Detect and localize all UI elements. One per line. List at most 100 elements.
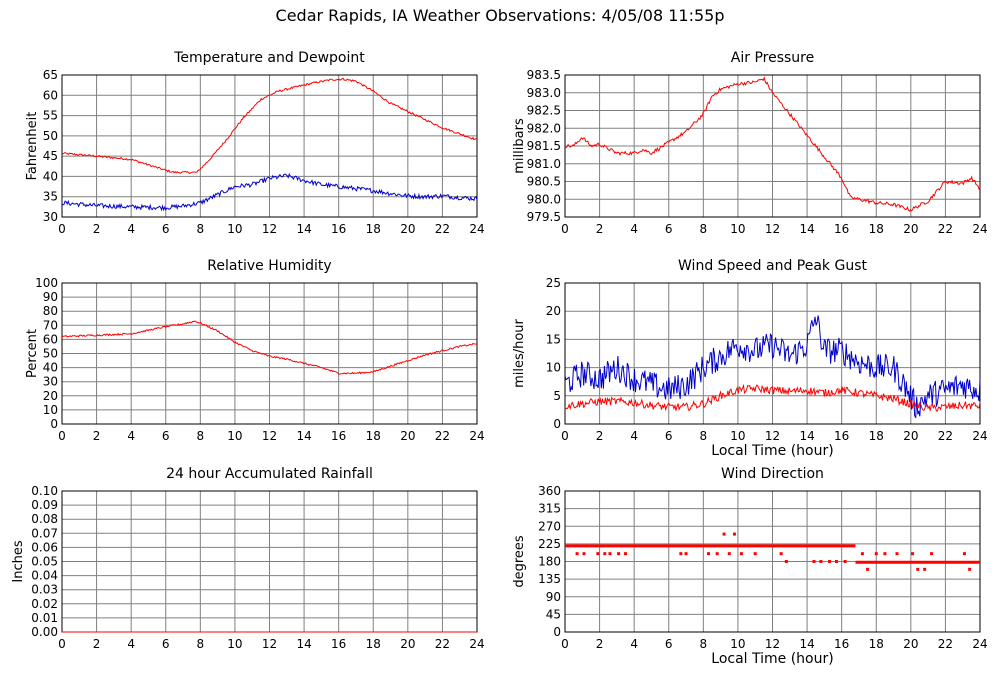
x-tick-label: 2 bbox=[93, 637, 101, 651]
data-point bbox=[911, 552, 915, 556]
x-tick-label: 16 bbox=[331, 222, 346, 236]
x-tick-label: 14 bbox=[799, 429, 814, 443]
y-tick-label: 981.0 bbox=[527, 157, 561, 171]
x-tick-label: 4 bbox=[127, 222, 135, 236]
y-tick-label: 0.06 bbox=[31, 540, 58, 554]
series-line-0 bbox=[564, 75, 981, 212]
x-tick-label: 10 bbox=[730, 429, 745, 443]
y-tick-label: 50 bbox=[43, 129, 58, 143]
y-tick-label: 982.5 bbox=[527, 104, 561, 118]
x-tick-label: 0 bbox=[58, 429, 66, 443]
plot-frame bbox=[61, 74, 478, 218]
y-tick-label: 90 bbox=[43, 290, 58, 304]
plot-frame bbox=[564, 282, 981, 425]
x-tick-label: 10 bbox=[730, 222, 745, 236]
x-tick-label: 24 bbox=[469, 637, 484, 651]
plot-frame bbox=[564, 74, 981, 218]
y-tick-label: 15 bbox=[546, 332, 561, 346]
y-tick-label: 0.08 bbox=[31, 512, 58, 526]
x-tick-label: 22 bbox=[435, 222, 450, 236]
x-tick-label: 2 bbox=[93, 222, 101, 236]
x-tick-label: 22 bbox=[938, 429, 953, 443]
data-point bbox=[784, 560, 788, 563]
y-tick-label: 55 bbox=[43, 109, 58, 123]
data-point bbox=[962, 552, 966, 556]
x-tick-label: 6 bbox=[162, 222, 170, 236]
x-axis-label: Local Time (hour) bbox=[711, 443, 833, 459]
chart-title: Wind Direction bbox=[721, 466, 824, 482]
x-tick-label: 18 bbox=[366, 222, 381, 236]
plot-frame bbox=[61, 282, 478, 425]
y-tick-label: 315 bbox=[538, 502, 561, 516]
y-axis-label: millibars bbox=[512, 118, 527, 174]
data-point bbox=[968, 567, 972, 571]
y-tick-label: 0 bbox=[553, 417, 561, 431]
data-point bbox=[779, 552, 783, 556]
y-axis-label: Fahrenheit bbox=[25, 112, 40, 181]
x-tick-label: 14 bbox=[296, 429, 311, 443]
x-tick-label: 2 bbox=[93, 429, 101, 443]
y-tick-label: 30 bbox=[43, 210, 58, 224]
data-point bbox=[617, 552, 621, 556]
series-line-0 bbox=[564, 315, 981, 419]
x-tick-label: 2 bbox=[596, 222, 604, 236]
x-tick-label: 20 bbox=[400, 637, 415, 651]
data-point bbox=[596, 552, 600, 556]
y-tick-label: 0.07 bbox=[31, 526, 58, 540]
chart-title: 24 hour Accumulated Rainfall bbox=[166, 466, 373, 482]
y-tick-label: 0.10 bbox=[31, 484, 58, 498]
chart-title: Relative Humidity bbox=[207, 258, 331, 274]
x-tick-label: 22 bbox=[938, 637, 953, 651]
x-tick-label: 20 bbox=[903, 637, 918, 651]
y-tick-label: 10 bbox=[546, 361, 561, 375]
y-tick-label: 60 bbox=[43, 332, 58, 346]
data-point bbox=[575, 552, 579, 556]
y-tick-label: 0.04 bbox=[31, 569, 58, 583]
data-point bbox=[582, 552, 586, 556]
y-tick-label: 40 bbox=[43, 361, 58, 375]
x-tick-label: 14 bbox=[799, 222, 814, 236]
page-title: Cedar Rapids, IA Weather Observations: 4… bbox=[275, 6, 725, 25]
y-tick-label: 45 bbox=[546, 607, 561, 621]
y-tick-label: 225 bbox=[538, 537, 561, 551]
y-tick-label: 80 bbox=[43, 304, 58, 318]
x-tick-label: 12 bbox=[262, 222, 277, 236]
y-tick-label: 980.5 bbox=[527, 175, 561, 189]
x-tick-label: 8 bbox=[197, 429, 205, 443]
y-tick-label: 360 bbox=[538, 484, 561, 498]
y-tick-label: 60 bbox=[43, 88, 58, 102]
x-tick-label: 14 bbox=[296, 637, 311, 651]
series-line-0 bbox=[61, 77, 478, 175]
x-tick-label: 12 bbox=[262, 637, 277, 651]
y-axis-label: miles/hour bbox=[512, 318, 527, 387]
y-tick-label: 180 bbox=[538, 555, 561, 569]
data-point bbox=[812, 560, 816, 563]
x-tick-label: 22 bbox=[435, 429, 450, 443]
x-tick-label: 6 bbox=[162, 637, 170, 651]
y-tick-label: 0.02 bbox=[31, 597, 58, 611]
data-point bbox=[679, 552, 683, 556]
x-tick-label: 8 bbox=[700, 222, 708, 236]
series-line-1 bbox=[564, 383, 981, 412]
y-tick-label: 35 bbox=[43, 190, 58, 204]
series-line-1 bbox=[61, 172, 478, 212]
data-point bbox=[608, 552, 612, 556]
y-tick-label: 0 bbox=[553, 625, 561, 639]
x-tick-label: 6 bbox=[665, 222, 673, 236]
x-tick-label: 20 bbox=[903, 429, 918, 443]
x-tick-label: 0 bbox=[561, 429, 569, 443]
x-tick-label: 18 bbox=[366, 637, 381, 651]
data-point bbox=[722, 532, 726, 536]
x-tick-label: 20 bbox=[400, 429, 415, 443]
chart-title: Temperature and Dewpoint bbox=[173, 50, 365, 66]
x-tick-label: 18 bbox=[366, 429, 381, 443]
x-tick-label: 8 bbox=[197, 637, 205, 651]
x-tick-label: 10 bbox=[730, 637, 745, 651]
y-tick-label: 5 bbox=[553, 389, 561, 403]
